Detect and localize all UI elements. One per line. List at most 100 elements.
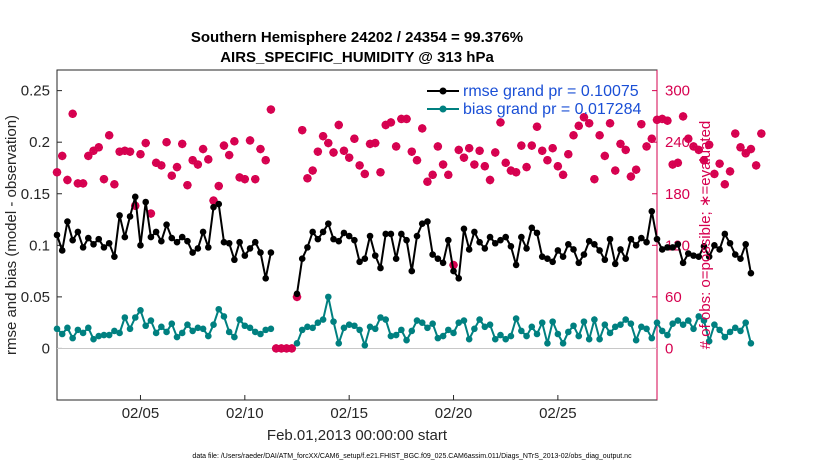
obs-evaluated-marker (538, 146, 547, 155)
footer-data-file: data file: /Users/raeder/DAI/ATM_forcXX/… (192, 453, 632, 460)
rmse-point (100, 244, 108, 251)
x-tick-label: 02/05 (122, 405, 160, 422)
rmse-point (653, 235, 661, 243)
obs-evaluated-marker (167, 171, 176, 180)
bias-point (559, 339, 567, 347)
y-tick-label: 0.15 (21, 186, 50, 203)
rmse-point (403, 236, 410, 244)
bias-point (601, 321, 609, 329)
rmse-point (424, 218, 431, 225)
y-axis-right: 060120180240300 (652, 70, 690, 400)
bias-point (382, 316, 389, 323)
obs-evaluated-marker (344, 153, 354, 162)
bias-point (653, 319, 661, 326)
bias-point (168, 320, 176, 327)
bias-point (335, 339, 343, 347)
obs-evaluated-marker (324, 138, 333, 148)
legend-rmse-label: rmse grand pr = 0.10075 (463, 83, 639, 100)
rmse-point (126, 213, 134, 220)
bias-point (126, 325, 134, 333)
bias-point (679, 321, 687, 329)
bias-point (199, 325, 207, 333)
obs-evaluated-marker (381, 120, 390, 130)
obs-evaluated-marker (240, 174, 250, 184)
rmse-point (413, 232, 421, 240)
bias-point (361, 342, 369, 349)
obs-evaluated-marker (736, 143, 745, 152)
obs-evaluated-marker (574, 121, 583, 131)
chart-title-line1: Southern Hemisphere 24202 / 24354 = 99.3… (191, 29, 523, 46)
x-tick-label: 02/10 (226, 405, 264, 422)
obs-evaluated-marker (94, 143, 103, 152)
bias-point (298, 326, 306, 334)
obs-evaluated-marker (616, 139, 625, 149)
obs-evaluated-marker (522, 162, 531, 172)
obs-evaluated-marker (757, 129, 766, 138)
obs-evaluated-marker (73, 179, 83, 188)
bias-point (538, 319, 546, 326)
rmse-point (152, 228, 160, 236)
rmse-point (131, 193, 139, 201)
bias-point (674, 317, 682, 324)
rmse-point (215, 200, 223, 208)
rmse-point (262, 275, 269, 282)
rmse-point (95, 235, 103, 243)
bias-point (591, 316, 598, 323)
bias-point (648, 334, 656, 342)
rmse-point (726, 239, 734, 247)
bias-point (319, 316, 327, 323)
obs-evaluated-marker (647, 134, 656, 143)
rmse-point (361, 255, 369, 263)
bias-point (377, 314, 384, 321)
rmse-point (554, 247, 562, 254)
bias-point (293, 339, 301, 347)
obs-evaluated-marker (386, 118, 396, 127)
rmse-point (236, 238, 243, 246)
rmse-point (408, 267, 416, 275)
bias-point (450, 329, 457, 337)
obs-evaluated-marker (115, 147, 124, 156)
rmse-point (377, 264, 384, 272)
bias-point (69, 334, 76, 342)
bias-point (340, 324, 348, 332)
bias-point (345, 321, 353, 329)
obs-evaluated-marker (360, 169, 370, 179)
obs-evaluated-marker (444, 170, 453, 180)
obs-evaluated-marker (678, 112, 688, 121)
obs-evaluated-marker (475, 146, 484, 155)
obs-evaluated-marker (193, 160, 203, 169)
y2-tick-label: 60 (665, 289, 682, 306)
obs-evaluated-marker (699, 156, 709, 165)
bias-point (121, 314, 129, 321)
obs-evaluated-marker (298, 125, 307, 135)
bias-point (418, 319, 426, 326)
bias-point (131, 314, 139, 321)
bias-point (632, 336, 640, 344)
obs-evaluated-marker (355, 161, 364, 170)
bias-point (617, 321, 624, 329)
rmse-point (121, 233, 129, 241)
bias-point (257, 330, 264, 338)
rmse-point (340, 229, 348, 237)
rmse-point (742, 240, 749, 248)
obs-evaluated-marker (251, 174, 260, 184)
obs-evaluated-marker (584, 119, 594, 128)
bias-point (721, 333, 729, 341)
rmse-point (178, 233, 186, 241)
bias-point (246, 324, 254, 332)
rmse-point (737, 255, 744, 263)
rmse-point (371, 252, 379, 259)
rmse-point (392, 255, 400, 263)
obs-evaluated-marker (308, 166, 317, 175)
rmse-point (638, 234, 645, 242)
bias-point (215, 305, 223, 313)
obs-evaluated-marker (720, 180, 730, 189)
obs-evaluated-marker (689, 142, 698, 151)
bias-point (356, 326, 363, 334)
bias-point (403, 336, 410, 344)
rmse-point (293, 290, 301, 298)
obs-evaluated-marker (741, 149, 750, 158)
bias-point (53, 325, 61, 333)
rmse-point (497, 236, 504, 244)
obs-evaluated-marker (303, 174, 312, 183)
